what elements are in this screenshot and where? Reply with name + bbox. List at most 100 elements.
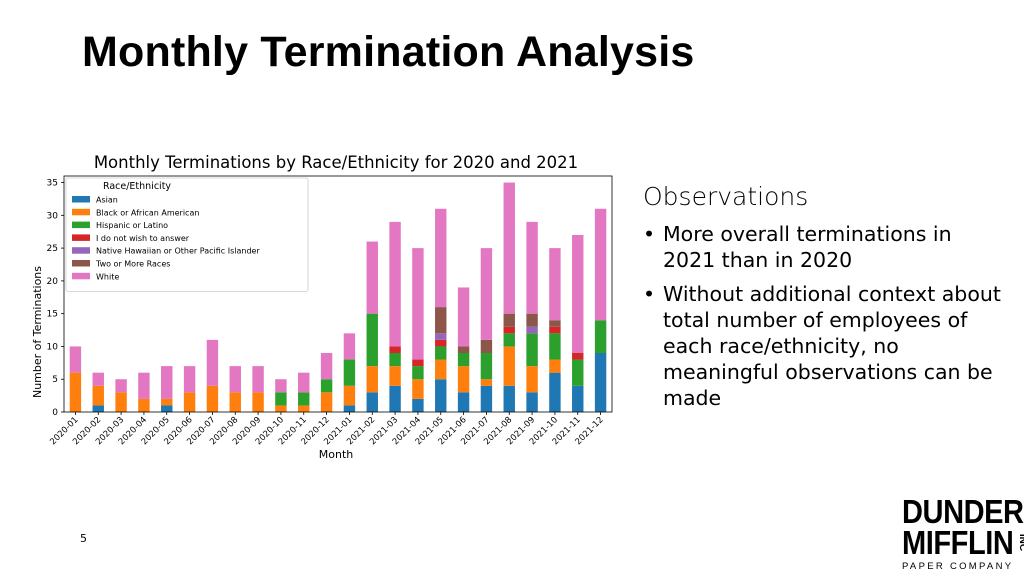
bar-segment bbox=[275, 392, 287, 406]
legend-label: Hispanic or Latino bbox=[96, 221, 168, 230]
bar-segment bbox=[320, 379, 333, 393]
bar-segment bbox=[526, 221, 538, 314]
bar-segment bbox=[183, 366, 196, 393]
bullet-icon: • bbox=[643, 282, 656, 306]
bar-segment bbox=[161, 405, 173, 412]
bar-segment bbox=[572, 235, 584, 353]
y-tick-label: 15 bbox=[47, 310, 58, 320]
logo-line-2: MIFFLIN INC bbox=[902, 526, 1024, 559]
bar-segment bbox=[343, 359, 356, 386]
legend-label: Native Hawaiian or Other Pacific Islande… bbox=[96, 247, 260, 256]
bar-segment bbox=[503, 333, 515, 347]
y-tick-label: 20 bbox=[47, 277, 59, 287]
plot-frame bbox=[63, 175, 613, 413]
bar-segment bbox=[549, 320, 561, 327]
bar-segment bbox=[252, 366, 264, 393]
observation-item: • Without additional context about total… bbox=[643, 281, 1003, 411]
bar-segment bbox=[435, 346, 447, 360]
bar-segment bbox=[389, 385, 401, 412]
bar-segment bbox=[457, 353, 470, 367]
bar-segment bbox=[549, 326, 561, 334]
bar-segment bbox=[412, 379, 424, 399]
bar-segment bbox=[549, 248, 561, 321]
bar-segment bbox=[366, 392, 378, 412]
bar-segment bbox=[457, 346, 470, 353]
bar-segment bbox=[572, 353, 584, 360]
logo-line-3: PAPER COMPANY bbox=[902, 561, 1014, 572]
bar-segment bbox=[526, 366, 538, 393]
bar-segment bbox=[480, 379, 493, 386]
logo-line-1: DUNDER bbox=[902, 493, 1024, 530]
y-tick-label: 10 bbox=[47, 342, 59, 352]
y-tick-label: 25 bbox=[47, 244, 58, 254]
bar-segment bbox=[389, 221, 401, 347]
bar-segment bbox=[275, 405, 287, 412]
bar-segment bbox=[298, 405, 310, 412]
bar-segment bbox=[594, 320, 607, 353]
bar-segment bbox=[526, 313, 538, 327]
observations-list: • More overall terminations in 2021 than… bbox=[643, 221, 1003, 411]
bar-segment bbox=[435, 307, 447, 334]
bar-segment bbox=[457, 287, 470, 347]
bar-segment bbox=[480, 339, 493, 353]
bar-segment bbox=[92, 385, 104, 406]
page-number: 5 bbox=[80, 532, 87, 545]
bar-segment bbox=[138, 398, 150, 412]
legend-label: I do not wish to answer bbox=[96, 234, 190, 243]
legend-label: White bbox=[96, 272, 119, 281]
bar-segment bbox=[138, 372, 150, 399]
bar-segment bbox=[183, 392, 196, 412]
bar-segment bbox=[92, 372, 104, 386]
bar-segment bbox=[503, 385, 515, 412]
bar-segment bbox=[572, 385, 584, 412]
bar-segment bbox=[412, 398, 424, 412]
logo-line-2-text: MIFFLIN bbox=[902, 524, 1014, 561]
bullet-icon: • bbox=[643, 222, 656, 246]
bar-segment bbox=[229, 366, 241, 393]
legend-swatch bbox=[72, 260, 90, 267]
y-axis-label: Number of Terminations bbox=[31, 266, 44, 398]
bar-segment bbox=[435, 359, 447, 380]
bar-segment bbox=[343, 385, 356, 406]
bar-segment bbox=[298, 372, 310, 393]
bar-segment bbox=[389, 353, 401, 367]
y-tick-label: 5 bbox=[52, 375, 58, 385]
bar-segment bbox=[69, 372, 82, 412]
bar-segment bbox=[343, 405, 356, 412]
bar-segment bbox=[526, 326, 538, 334]
chart-title: Monthly Terminations by Race/Ethnicity f… bbox=[94, 153, 578, 172]
bar-segment bbox=[366, 241, 378, 314]
bar-segment bbox=[480, 385, 493, 412]
bar-segment bbox=[594, 208, 607, 321]
bar-segment bbox=[503, 313, 515, 327]
bar-segment bbox=[549, 333, 561, 360]
observation-text: More overall terminations in 2021 than i… bbox=[663, 222, 952, 272]
bar-segment bbox=[115, 379, 127, 393]
bar-segment bbox=[229, 392, 241, 412]
legend-label: Two or More Races bbox=[95, 260, 170, 269]
legend-label: Asian bbox=[96, 196, 118, 205]
bar-segment bbox=[412, 366, 424, 380]
bar-segment bbox=[435, 208, 447, 308]
bar-segment bbox=[343, 333, 356, 360]
legend-label: Black or African American bbox=[96, 208, 199, 217]
bar-segment bbox=[161, 366, 173, 399]
legend-swatch bbox=[72, 208, 90, 216]
bar-segment bbox=[503, 326, 515, 334]
slide-title: Monthly Termination Analysis bbox=[82, 28, 695, 76]
bar-segment bbox=[298, 392, 310, 406]
bar-segment bbox=[594, 353, 607, 412]
bar-segment bbox=[480, 248, 493, 340]
bar-segment bbox=[412, 359, 424, 367]
logo-suffix: INC bbox=[1017, 533, 1024, 552]
legend-title: Race/Ethnicity bbox=[103, 181, 171, 192]
bar-segment bbox=[389, 346, 401, 353]
stacked-bar-chart: Monthly Terminations by Race/Ethnicity f… bbox=[31, 153, 613, 461]
observations-panel: Observations • More overall terminations… bbox=[643, 182, 1003, 419]
y-tick-label: 30 bbox=[47, 211, 59, 221]
bar-segment bbox=[435, 339, 447, 347]
legend-swatch bbox=[72, 221, 90, 229]
observation-item: • More overall terminations in 2021 than… bbox=[643, 221, 1003, 273]
bar-segment bbox=[389, 366, 401, 386]
bar-segment bbox=[92, 405, 104, 412]
